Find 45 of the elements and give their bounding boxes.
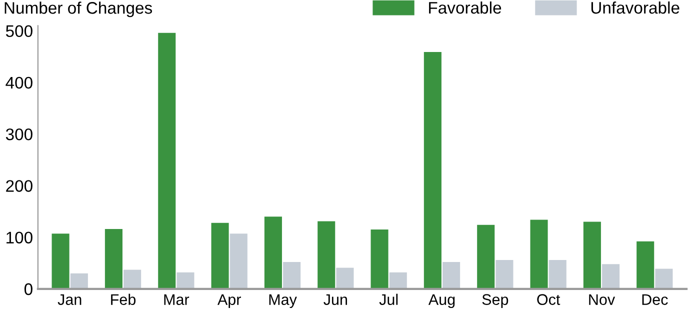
bar xyxy=(655,268,673,289)
bar xyxy=(70,273,88,289)
bar xyxy=(370,230,388,289)
x-tick-label: Jul xyxy=(379,294,398,305)
bar xyxy=(530,220,548,289)
bar xyxy=(548,260,566,289)
y-tick-label: 100 xyxy=(6,232,32,244)
x-tick-label: Sep xyxy=(482,294,508,308)
bar xyxy=(583,222,601,289)
x-tick-label: Aug xyxy=(428,294,455,308)
x-tick-label: Mar xyxy=(164,294,190,305)
bar xyxy=(389,272,407,289)
y-tick-label: 200 xyxy=(6,180,32,192)
bar xyxy=(602,264,620,289)
x-tick-label: May xyxy=(269,294,297,308)
x-tick-label: Apr xyxy=(217,294,241,308)
bar xyxy=(211,222,229,289)
y-tick-label: 500 xyxy=(6,25,32,38)
x-tick-label: Oct xyxy=(537,294,560,305)
bar xyxy=(496,260,514,289)
y-tick-label: 400 xyxy=(6,76,32,89)
bar xyxy=(477,224,495,289)
bar xyxy=(336,268,354,289)
bar xyxy=(636,241,654,289)
x-tick-label: Dec xyxy=(642,294,668,305)
bar xyxy=(442,262,460,289)
bar xyxy=(318,221,336,289)
y-axis-title: Number of Changes xyxy=(4,2,152,18)
y-tick-label: 0 xyxy=(24,283,32,296)
bar xyxy=(230,234,248,289)
legend-label: Unfavorable xyxy=(591,1,680,14)
x-tick-label: Jun xyxy=(324,294,347,305)
x-tick-label: Feb xyxy=(111,294,136,305)
bar xyxy=(158,32,176,289)
bar xyxy=(52,234,70,289)
bar xyxy=(176,272,194,289)
bar xyxy=(424,52,442,289)
y-tick-label: 300 xyxy=(6,128,32,140)
x-tick-label: Nov xyxy=(589,294,616,305)
legend-label: Favorable xyxy=(429,1,502,14)
x-tick-label: Jan xyxy=(58,294,82,305)
bar xyxy=(104,229,122,289)
bar xyxy=(264,216,282,289)
bar xyxy=(124,270,142,289)
bar xyxy=(283,262,301,289)
